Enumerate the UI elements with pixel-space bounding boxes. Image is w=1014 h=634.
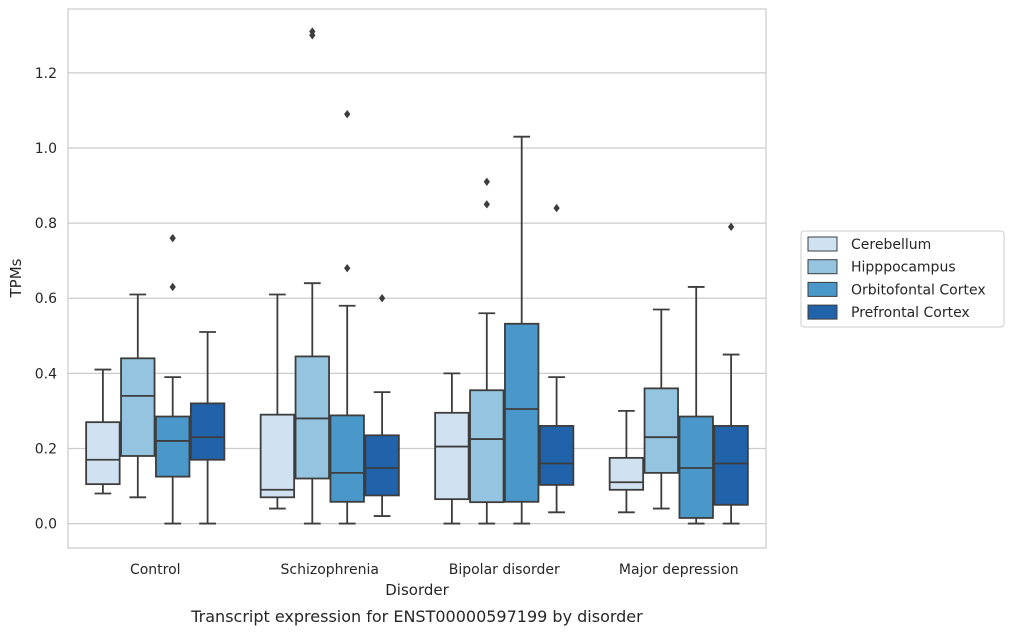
- outlier-point: [483, 200, 490, 209]
- legend-label: Prefrontal Cortex: [851, 305, 970, 321]
- box-orbitofontal-cortex: [329, 109, 365, 525]
- x-tick-label: Bipolar disorder: [449, 562, 560, 578]
- box-hipppocampus: [469, 177, 505, 525]
- box-iqr: [189, 402, 226, 461]
- box-iqr: [469, 389, 505, 504]
- y-tick-label: 1.2: [35, 66, 57, 82]
- box-orbitofontal-cortex: [678, 286, 714, 525]
- outlier-point: [169, 282, 176, 292]
- box-hipppocampus: [643, 308, 679, 510]
- x-axis-title: Disorder: [385, 581, 449, 599]
- box-series: [85, 27, 749, 525]
- box-prefrontal-cortex: [538, 203, 575, 514]
- chart-caption: Transcript expression for ENST0000059719…: [190, 607, 643, 626]
- box-prefrontal-cortex: [189, 331, 226, 525]
- box-orbitofontal-cortex: [155, 233, 191, 525]
- y-axis-title: TPMs: [7, 258, 25, 298]
- box-orbitofontal-cortex: [504, 135, 540, 525]
- y-axis-ticks: 0.0 0.2 0.4 0.6 0.8 1.0 1.2: [35, 66, 57, 533]
- outlier-point: [309, 27, 316, 36]
- box-iqr: [364, 434, 400, 497]
- box-iqr: [85, 421, 121, 486]
- box-iqr: [608, 456, 645, 491]
- x-tick-label: Major depression: [619, 562, 739, 578]
- box-cerebellum: [608, 410, 645, 514]
- box-iqr: [504, 322, 540, 503]
- box-hipppocampus: [120, 293, 156, 499]
- legend-label: Orbitofontal Cortex: [851, 282, 986, 298]
- box-cerebellum: [434, 372, 470, 525]
- legend-frame: [800, 230, 1005, 328]
- outlier-point: [344, 109, 351, 119]
- box-hipppocampus: [294, 27, 330, 525]
- x-axis-ticks: Control Schizophrenia Bipolar disorder Majo…: [130, 562, 739, 578]
- outlier-point: [553, 203, 560, 213]
- box-cerebellum: [259, 293, 296, 510]
- box-iqr: [294, 355, 330, 480]
- box-cerebellum: [85, 368, 121, 495]
- box-prefrontal-cortex: [364, 294, 400, 517]
- y-tick-label: 0.0: [35, 517, 57, 533]
- legend: Cerebellum Hipppocampus Orbitofontal Corte…: [800, 230, 1005, 328]
- legend-swatch: [807, 236, 838, 252]
- box-iqr: [434, 411, 470, 501]
- box-iqr: [643, 387, 679, 474]
- x-tick-label: Schizophrenia: [281, 562, 379, 578]
- y-tick-label: 0.2: [35, 441, 57, 457]
- y-tick-label: 0.4: [35, 366, 57, 382]
- x-tick-label: Control: [130, 562, 181, 578]
- legend-swatch: [807, 281, 838, 297]
- box-iqr: [259, 413, 296, 499]
- box-prefrontal-cortex: [713, 222, 749, 525]
- plot-frame: [67, 8, 767, 549]
- outlier-point: [169, 233, 176, 243]
- outlier-point: [483, 177, 490, 186]
- outlier-point: [378, 294, 386, 303]
- outlier-point: [727, 222, 735, 232]
- legend-label: Cerebellum: [851, 237, 931, 253]
- y-tick-label: 1.0: [35, 141, 57, 157]
- legend-label: Hipppocampus: [851, 260, 956, 276]
- legend-swatch: [807, 304, 838, 320]
- box-iqr: [713, 425, 749, 506]
- legend-swatch: [807, 259, 838, 275]
- box-iqr: [120, 357, 156, 457]
- box-iqr: [155, 415, 191, 478]
- y-tick-label: 0.6: [35, 291, 57, 307]
- box-iqr: [538, 425, 575, 486]
- y-tick-label: 0.8: [35, 216, 57, 232]
- outlier-point: [344, 263, 351, 273]
- box-iqr: [329, 414, 365, 503]
